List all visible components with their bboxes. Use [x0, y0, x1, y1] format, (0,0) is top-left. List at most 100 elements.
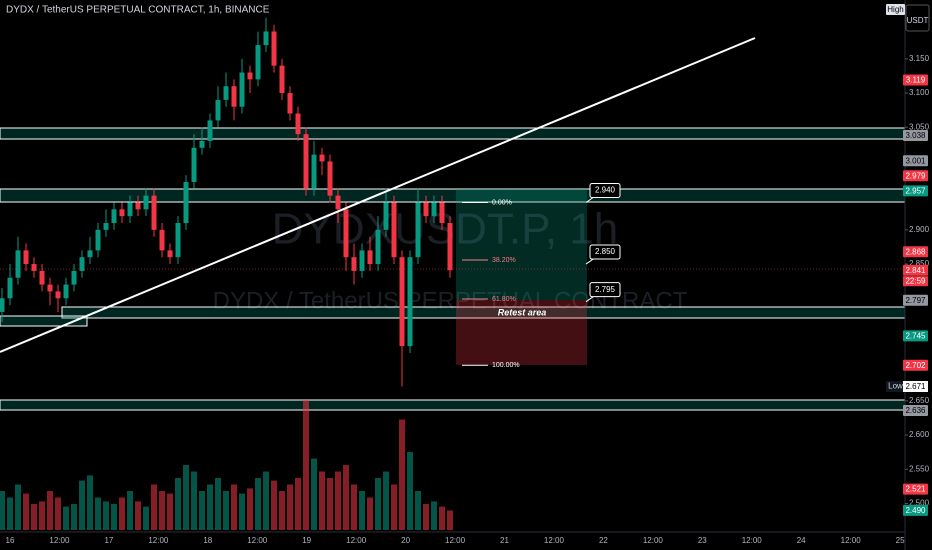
volume-bar — [135, 501, 141, 530]
price-tag-label: 2.521 — [905, 485, 926, 494]
volume-bar — [319, 471, 325, 530]
volume-bar — [247, 488, 253, 530]
volume-bar — [303, 400, 309, 530]
candle-body — [79, 257, 85, 271]
price-tag-label: 2.702 — [905, 361, 926, 370]
x-tick-label: 12:00 — [445, 536, 466, 545]
candle-body — [335, 195, 341, 210]
profit-box — [456, 189, 587, 300]
price-tag-label: 2.868 — [905, 247, 926, 256]
currency-bg — [905, 4, 930, 32]
callout-label: 2.795 — [595, 285, 616, 294]
candle-body — [271, 31, 277, 66]
price-tag — [903, 294, 928, 306]
callout-box — [589, 244, 621, 260]
price-tag-label: 2.745 — [905, 331, 926, 340]
candle-body — [431, 202, 437, 217]
volume-bar — [63, 506, 69, 530]
candle-body — [151, 195, 157, 230]
x-tick-label: 12:00 — [346, 536, 367, 545]
volume-bar — [55, 497, 61, 530]
volume-bar — [167, 493, 173, 530]
volume-bar — [263, 471, 269, 530]
countdown-bg — [903, 276, 928, 287]
y-tick-label: 2.900 — [909, 225, 930, 234]
candles — [0, 17, 453, 530]
callout-box — [589, 182, 621, 198]
x-tick-label: 12:00 — [643, 536, 664, 545]
volume-bar — [39, 501, 45, 530]
candle-body — [303, 134, 309, 189]
volume-bar — [415, 491, 421, 530]
candle-body — [183, 181, 189, 224]
volume-bar — [279, 491, 285, 530]
zones — [0, 127, 906, 411]
volume-bar — [351, 484, 357, 530]
y-tick-label: 2.550 — [909, 464, 930, 473]
volume-bar — [391, 484, 397, 530]
x-tick-label: 20 — [401, 536, 410, 545]
fib-label: 61.80% — [492, 296, 516, 303]
volume-bar — [367, 497, 373, 530]
price-tag-label: 3.001 — [905, 156, 926, 165]
candle-body — [351, 257, 357, 271]
volume-bar — [223, 491, 229, 530]
zone — [0, 315, 88, 327]
volume-bar — [47, 491, 53, 530]
high-label-bg — [886, 4, 905, 15]
candle-body — [247, 72, 253, 80]
low-label: Low — [888, 382, 903, 391]
candle-body — [423, 202, 429, 217]
zone — [0, 188, 906, 203]
price-tag-label: 2.636 — [905, 406, 926, 415]
y-tick-label: 2.600 — [909, 430, 930, 439]
x-tick-label: 17 — [104, 536, 113, 545]
candle-body — [263, 31, 269, 46]
price-tag — [903, 170, 928, 182]
price-tag-label: 2.490 — [905, 506, 926, 515]
candle-body — [63, 284, 69, 299]
volume-bar — [199, 491, 205, 530]
volume-bar — [95, 497, 101, 530]
candle-body — [287, 93, 293, 114]
volume-bar — [23, 493, 29, 530]
zone — [0, 127, 906, 140]
volume-bar — [151, 484, 157, 530]
low-tag-label: 2.671 — [905, 382, 926, 391]
volume-bar — [191, 471, 197, 530]
low-tag — [903, 381, 928, 393]
y-tick-label: 3.100 — [909, 88, 930, 97]
candle-body — [415, 202, 421, 258]
candle-body — [143, 195, 149, 210]
currency: USDT — [907, 16, 929, 25]
price-tag — [903, 185, 928, 197]
candle-body — [199, 140, 205, 148]
price-tag-label: 2.797 — [905, 296, 926, 305]
volume-bar — [439, 506, 445, 530]
y-tick-label: 3.150 — [909, 54, 930, 63]
x-tick-label: 12:00 — [49, 536, 70, 545]
volume-bar — [335, 471, 341, 530]
x-tick-label: 16 — [6, 536, 15, 545]
candle-body — [311, 154, 317, 189]
volume-bar — [119, 497, 125, 530]
volume-bar — [399, 419, 405, 530]
volume-bar — [183, 465, 189, 530]
candle-body — [0, 298, 5, 312]
chart-title: DYDX / TetherUS PERPETUAL CONTRACT, 1h, … — [6, 5, 270, 16]
candle-body — [231, 86, 237, 107]
fib-label: 100.00% — [492, 362, 520, 369]
x-tick-label: 25 — [896, 536, 905, 545]
price-tag — [903, 264, 928, 276]
y-tick-label: 2.850 — [909, 259, 930, 268]
x-tick-label: 18 — [203, 536, 212, 545]
price-tag — [903, 330, 928, 342]
candle-body — [167, 250, 173, 258]
fib-label: 38.20% — [492, 257, 516, 264]
candle-body — [239, 72, 245, 107]
volume-bar — [79, 480, 85, 530]
volume-bar — [215, 478, 221, 530]
volume-bar — [311, 458, 317, 530]
volume-bar — [271, 480, 277, 530]
